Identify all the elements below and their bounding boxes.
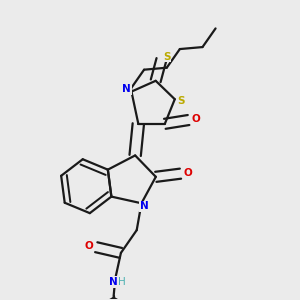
Text: S: S [164,52,171,62]
Text: N: N [140,201,148,212]
Text: O: O [85,241,94,251]
Text: O: O [183,168,192,178]
Text: H: H [118,277,126,287]
Text: N: N [109,277,118,287]
Text: O: O [191,114,200,124]
Text: N: N [122,84,131,94]
Text: S: S [177,96,185,106]
